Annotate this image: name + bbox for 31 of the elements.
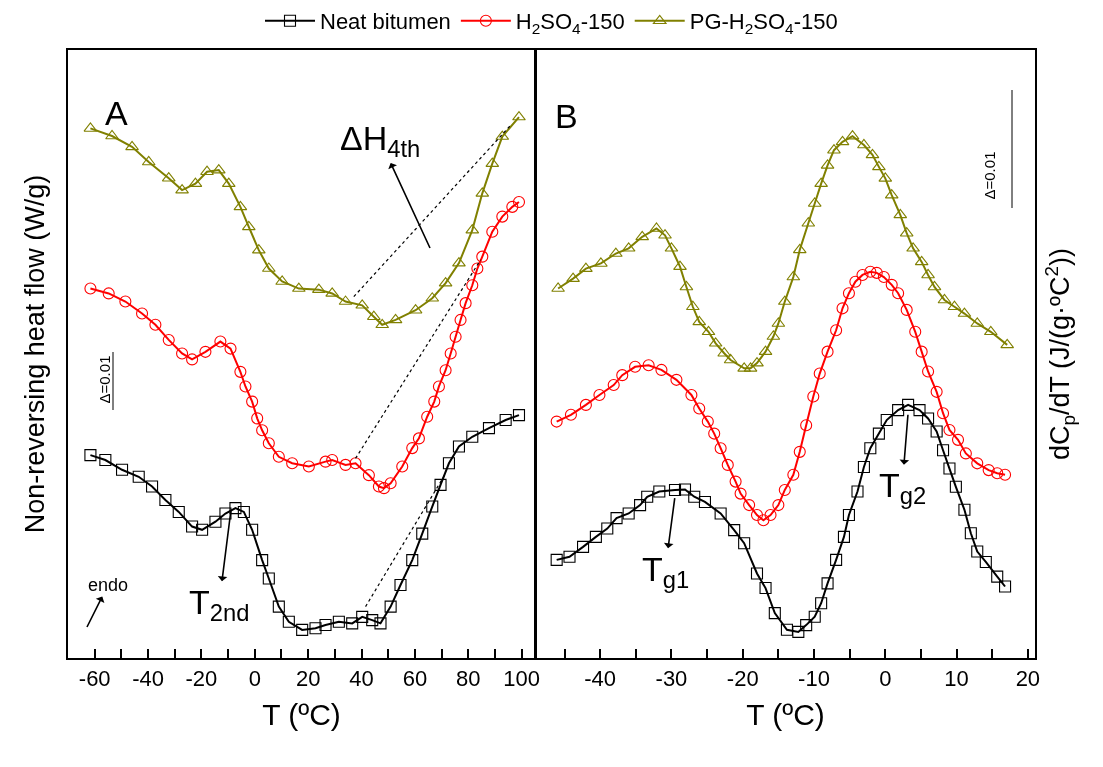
annotation: T$_{g1}$ — [642, 550, 690, 594]
x-tick-label: -20 — [185, 666, 218, 692]
legend-label: PG-H$_{2}$SO$_{4}$-150 — [689, 9, 838, 37]
x-tick-label: -30 — [655, 666, 688, 692]
legend-label: H$_{2}$SO$_{4}$-150 — [515, 9, 625, 37]
x-tick-label: 100 — [503, 666, 541, 692]
annotation: A — [105, 94, 128, 132]
x-axis-title: T (ºC) — [262, 698, 341, 732]
annotation: endo — [88, 575, 129, 595]
x-tick-label: -40 — [584, 666, 617, 692]
annotation: T$_{2nd}$ — [189, 583, 250, 627]
x-tick-label: -20 — [726, 666, 759, 692]
annotation: Δ=0.01 — [95, 355, 113, 404]
annotation: T$_{g2}$ — [879, 466, 927, 510]
text: B — [555, 97, 578, 135]
x-tick-label: -40 — [132, 666, 164, 692]
y-axis-title: Non-reversing heat flow (W/g) — [19, 174, 50, 534]
annotation: Δ=0.01 — [980, 151, 998, 200]
x-tick-label: -10 — [798, 666, 830, 692]
legend-label: Neat bitumen — [320, 9, 451, 35]
x-tick-label: 0 — [879, 666, 892, 692]
annotation: ΔH$_{4th}$ — [340, 119, 421, 163]
x-tick-label: 10 — [944, 666, 969, 692]
x-tick-label: 40 — [349, 666, 374, 692]
x-tick-label: 20 — [1015, 666, 1041, 692]
x-axis-title: T (ºC) — [746, 698, 825, 732]
x-tick-label: -60 — [78, 666, 111, 692]
x-tick-label: 20 — [295, 666, 321, 692]
x-tick-label: 80 — [456, 666, 481, 692]
x-tick-label: 0 — [248, 666, 261, 692]
x-tick-label: 60 — [402, 666, 428, 692]
